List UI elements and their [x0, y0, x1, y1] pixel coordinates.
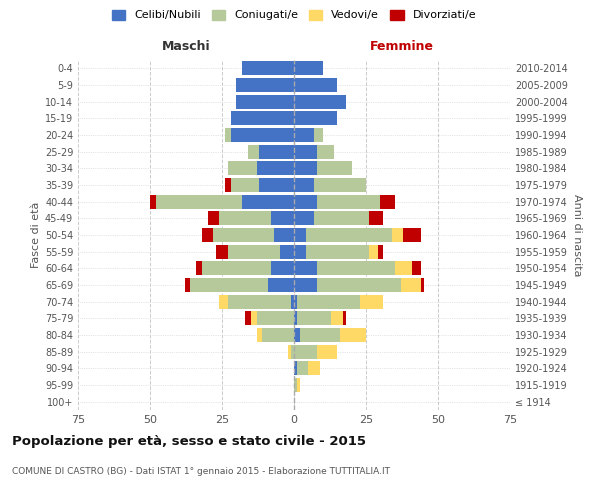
Bar — [202, 261, 271, 276]
Bar — [377, 244, 383, 259]
Bar — [288, 344, 291, 359]
Bar — [251, 311, 257, 326]
Bar — [262, 328, 294, 342]
Bar — [317, 144, 334, 159]
Bar — [291, 344, 294, 359]
Bar — [196, 261, 202, 276]
Text: Popolazione per età, sesso e stato civile - 2015: Popolazione per età, sesso e stato civil… — [12, 435, 366, 448]
Bar — [380, 194, 395, 209]
Bar — [280, 244, 294, 259]
Bar — [360, 294, 383, 308]
Bar — [219, 211, 271, 226]
Bar — [294, 112, 337, 126]
Bar — [401, 278, 421, 292]
Bar — [392, 228, 403, 242]
Bar — [294, 211, 314, 226]
Bar — [202, 228, 214, 242]
Bar — [185, 278, 190, 292]
Bar — [294, 311, 297, 326]
Bar — [317, 278, 401, 292]
Bar — [317, 344, 337, 359]
Bar — [294, 144, 317, 159]
Bar — [294, 378, 297, 392]
Bar — [317, 162, 352, 175]
Text: Femmine: Femmine — [370, 40, 434, 53]
Bar — [271, 261, 294, 276]
Bar — [225, 178, 230, 192]
Bar — [225, 128, 230, 142]
Bar — [230, 128, 294, 142]
Bar — [236, 94, 294, 109]
Bar — [208, 211, 219, 226]
Bar — [294, 78, 337, 92]
Bar — [369, 211, 383, 226]
Bar — [294, 294, 297, 308]
Bar — [150, 194, 156, 209]
Bar — [228, 162, 257, 175]
Bar — [190, 278, 268, 292]
Bar — [294, 228, 305, 242]
Bar — [236, 78, 294, 92]
Bar — [314, 128, 323, 142]
Bar — [297, 361, 308, 376]
Bar — [242, 62, 294, 76]
Bar — [259, 178, 294, 192]
Y-axis label: Fasce di età: Fasce di età — [31, 202, 41, 268]
Bar — [294, 128, 314, 142]
Bar — [214, 228, 274, 242]
Bar — [268, 278, 294, 292]
Bar — [216, 244, 228, 259]
Bar — [314, 178, 366, 192]
Bar — [156, 194, 242, 209]
Bar — [294, 94, 346, 109]
Text: COMUNE DI CASTRO (BG) - Dati ISTAT 1° gennaio 2015 - Elaborazione TUTTITALIA.IT: COMUNE DI CASTRO (BG) - Dati ISTAT 1° ge… — [12, 468, 390, 476]
Bar — [294, 244, 305, 259]
Bar — [248, 144, 259, 159]
Bar — [245, 311, 251, 326]
Bar — [314, 211, 369, 226]
Bar — [230, 178, 259, 192]
Bar — [297, 294, 360, 308]
Bar — [271, 211, 294, 226]
Bar — [294, 328, 300, 342]
Bar — [294, 178, 314, 192]
Bar — [395, 261, 412, 276]
Bar — [219, 294, 228, 308]
Bar — [412, 261, 421, 276]
Text: Maschi: Maschi — [161, 40, 211, 53]
Bar — [297, 311, 331, 326]
Bar — [331, 311, 343, 326]
Bar — [421, 278, 424, 292]
Bar — [317, 194, 380, 209]
Bar — [308, 361, 320, 376]
Bar — [305, 228, 392, 242]
Bar — [294, 278, 317, 292]
Bar — [257, 328, 262, 342]
Bar — [305, 244, 369, 259]
Bar — [369, 244, 377, 259]
Bar — [257, 311, 294, 326]
Bar — [294, 194, 317, 209]
Bar — [300, 328, 340, 342]
Bar — [340, 328, 366, 342]
Y-axis label: Anni di nascita: Anni di nascita — [572, 194, 582, 276]
Bar — [257, 162, 294, 175]
Bar — [230, 112, 294, 126]
Bar — [228, 244, 280, 259]
Bar — [259, 144, 294, 159]
Bar — [317, 261, 395, 276]
Bar — [294, 62, 323, 76]
Bar — [294, 261, 317, 276]
Bar — [242, 194, 294, 209]
Bar — [343, 311, 346, 326]
Bar — [274, 228, 294, 242]
Bar — [228, 294, 291, 308]
Bar — [294, 162, 317, 175]
Bar — [291, 294, 294, 308]
Bar — [294, 344, 317, 359]
Bar — [403, 228, 421, 242]
Legend: Celibi/Nubili, Coniugati/e, Vedovi/e, Divorziati/e: Celibi/Nubili, Coniugati/e, Vedovi/e, Di… — [112, 10, 476, 20]
Bar — [294, 361, 297, 376]
Bar — [297, 378, 300, 392]
